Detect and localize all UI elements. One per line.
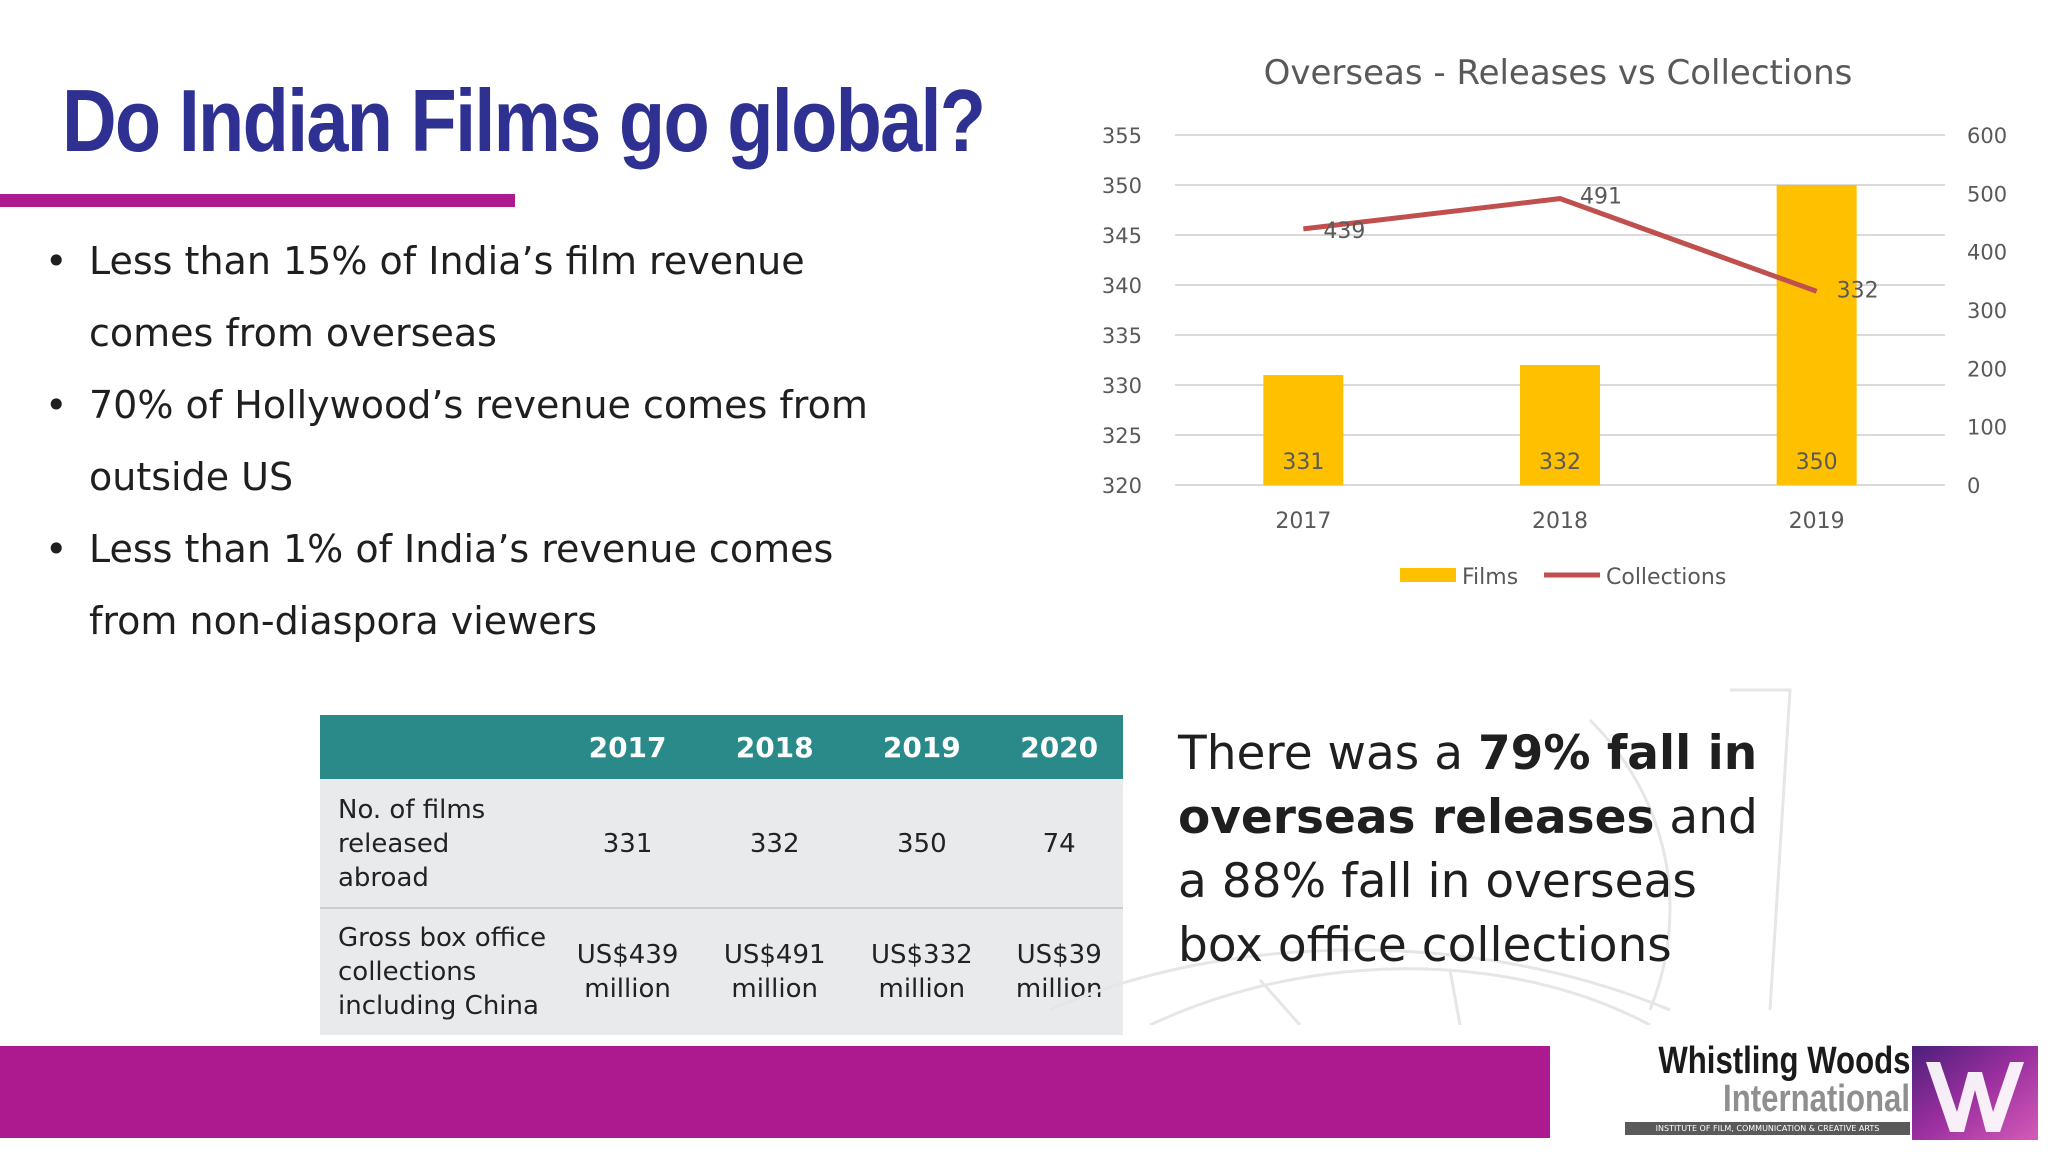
line-data-label: 332	[1837, 278, 1879, 303]
table-header-cell: 2018	[701, 715, 849, 781]
label-line: including China	[338, 991, 539, 1021]
right-axis-tick-label: 100	[1967, 416, 2007, 440]
left-axis-tick-label: 325	[1102, 424, 1142, 448]
right-axis-tick-label: 600	[1967, 124, 2007, 148]
overseas-chart: Overseas - Releases vs Collections 32032…	[1102, 53, 2007, 590]
callout-bold: overseas releases	[1178, 790, 1655, 845]
callout-text: There was a 79% fall in overseas release…	[1178, 722, 1818, 978]
chart-legend: Films Collections	[1400, 565, 1726, 590]
right-axis-tick-label: 300	[1967, 299, 2007, 323]
chart-title: Overseas - Releases vs Collections	[1264, 53, 1853, 93]
callout-bold: 79% fall in	[1477, 726, 1758, 781]
table-cell: 331	[554, 780, 702, 909]
bullet-item: Less than 15% of India’s film revenue co…	[45, 225, 945, 369]
bullet-item: Less than 1% of India’s revenue comes fr…	[45, 513, 945, 657]
bar-films-2019	[1776, 185, 1857, 485]
callout-plain: a 88% fall in overseas	[1178, 854, 1697, 909]
cell-line: million	[878, 974, 966, 1004]
chart-ticks: 320 325 330 335 340 345 350 355 0 100 200 300 400 500…	[1102, 124, 2007, 534]
cell-line: US$39	[1016, 940, 1102, 970]
logo-line-2: International	[1723, 1078, 1910, 1120]
slide-title: Do Indian Films go global?	[62, 71, 986, 170]
left-axis-tick-label: 355	[1102, 124, 1142, 148]
x-axis-tick-label: 2017	[1275, 509, 1331, 534]
callout-plain: and	[1654, 790, 1758, 845]
callout-plain: box office collections	[1178, 918, 1672, 973]
bar-data-label: 350	[1796, 450, 1838, 475]
bullet-line: Less than 1% of India’s revenue comes	[89, 527, 834, 571]
right-axis-tick-label: 0	[1967, 474, 1980, 498]
table-header-cell: 2019	[848, 715, 996, 781]
chart-line	[1303, 196, 1818, 294]
label-line: No. of films	[338, 795, 486, 825]
table-header-cell: 2020	[995, 715, 1123, 781]
bar-films-2017	[1263, 375, 1344, 485]
line-data-label: 491	[1580, 185, 1622, 210]
cell-line: US$332	[870, 940, 973, 970]
table-header-cell: 2017	[554, 715, 702, 781]
legend-label-collections: Collections	[1606, 565, 1726, 590]
bullet-line: 70% of Hollywood’s revenue comes from	[89, 383, 868, 427]
bar-films-2018	[1520, 365, 1600, 485]
x-axis-tick-label: 2018	[1532, 509, 1588, 534]
bar-data-label: 332	[1539, 450, 1581, 475]
table-cell: US$491 million	[701, 908, 849, 1035]
table-cell: 332	[701, 780, 849, 909]
title-underline	[0, 194, 515, 207]
bullet-line: comes from overseas	[89, 311, 497, 355]
table-row-label: Gross box office collections including C…	[320, 908, 554, 1035]
left-axis-tick-label: 340	[1102, 274, 1142, 298]
label-line: Gross box office	[338, 923, 547, 953]
logo-tagline: INSTITUTE OF FILM, COMMUNICATION & CREAT…	[1625, 1122, 1910, 1135]
right-axis-tick-label: 500	[1967, 182, 2007, 206]
left-axis-tick-label: 335	[1102, 324, 1142, 348]
bullet-line: from non-diaspora viewers	[89, 599, 598, 643]
cell-line: million	[731, 974, 818, 1004]
line-collections	[1303, 196, 1818, 294]
line-data-label: 439	[1323, 219, 1365, 244]
table-cell: US$332 million	[848, 908, 996, 1035]
right-axis-tick-label: 200	[1967, 357, 2007, 381]
table-header-row: 2017 2018 2019 2020	[320, 715, 1123, 781]
table-row: No. of films released abroad 331 332 350…	[320, 780, 1123, 909]
table-row-label: No. of films released abroad	[320, 780, 554, 909]
x-axis-tick-label: 2019	[1789, 509, 1845, 534]
table-corner-cell	[320, 715, 554, 781]
logo-w-icon	[1912, 1046, 2038, 1140]
chart-data-labels: 331 332 350 439 491 332	[1282, 185, 1878, 475]
table-cell: 350	[848, 780, 996, 909]
table-cell: US$439 million	[554, 908, 702, 1035]
background-decoration	[1049, 688, 1792, 1025]
right-axis-tick-label: 400	[1967, 241, 2007, 265]
cell-line: million	[584, 974, 671, 1004]
label-line: released abroad	[338, 829, 450, 893]
table-row: Gross box office collections including C…	[320, 908, 1123, 1035]
left-axis-tick-label: 320	[1102, 474, 1142, 498]
bullet-list: Less than 15% of India’s film revenue co…	[45, 225, 945, 657]
table-cell: 74	[995, 780, 1123, 909]
legend-label-films: Films	[1462, 565, 1518, 590]
cell-line: US$491	[723, 940, 826, 970]
releases-table: 2017 2018 2019 2020 No. of films release…	[320, 715, 1123, 1035]
bullet-item: 70% of Hollywood’s revenue comes from ou…	[45, 369, 945, 513]
bar-data-label: 331	[1282, 450, 1324, 475]
callout-plain: There was a	[1178, 726, 1478, 781]
cell-line: US$439	[576, 940, 679, 970]
legend-swatch-films	[1400, 568, 1456, 582]
footer-band	[0, 1046, 1550, 1138]
left-axis-tick-label: 350	[1102, 174, 1142, 198]
chart-bars	[1263, 185, 1857, 485]
table-cell: US$39 million	[995, 908, 1123, 1035]
cell-line: million	[1015, 974, 1103, 1004]
logo-line-1: Whistling Woods	[1657, 1040, 1910, 1082]
bullet-line: Less than 15% of India’s film revenue	[89, 239, 805, 283]
left-axis-tick-label: 330	[1102, 374, 1142, 398]
bullet-line: outside US	[89, 455, 294, 499]
whistling-woods-logo: Whistling Woods International INSTITUTE …	[1608, 1040, 2038, 1140]
left-axis-tick-label: 345	[1102, 224, 1142, 248]
label-line: collections	[338, 957, 477, 987]
